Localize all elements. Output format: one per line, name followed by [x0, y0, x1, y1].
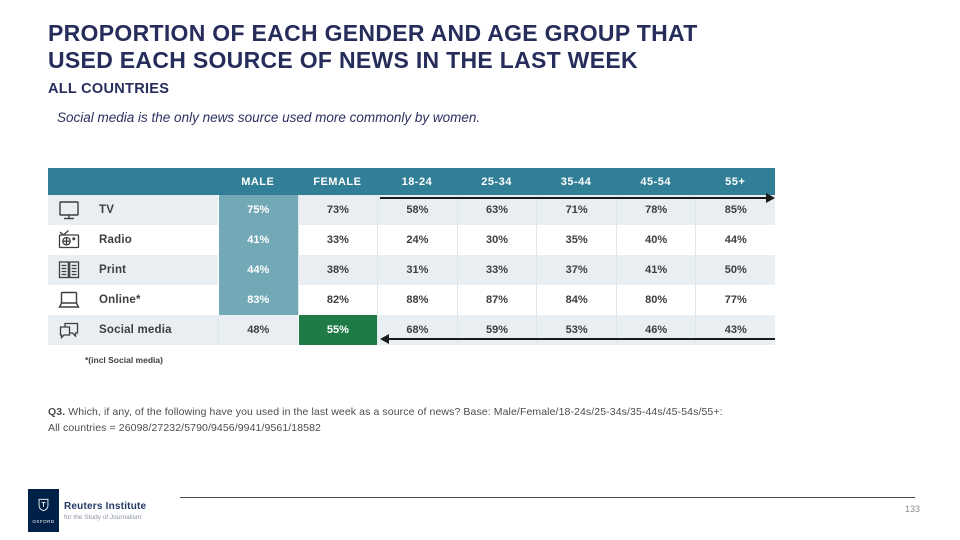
row-label-cell: Online*: [48, 288, 218, 312]
question-body: Which, if any, of the following have you…: [68, 406, 723, 418]
tv-icon: [55, 198, 83, 222]
row-label-cell: TV: [48, 198, 218, 222]
table-cell: 38%: [297, 255, 378, 285]
table-row-social-media: Social media 48% 55% 68% 59% 53% 46% 43%: [48, 315, 775, 345]
print-icon: [55, 258, 83, 282]
radio-icon: [55, 228, 83, 252]
oxford-university-logo: OXFORD: [28, 489, 59, 532]
question-number: Q3.: [48, 406, 66, 418]
social-media-icon: [55, 318, 83, 342]
oxford-logo-text: OXFORD: [32, 518, 55, 524]
survey-question-line2: All countries = 26098/27232/5790/9456/99…: [48, 422, 321, 434]
table-cell: 44%: [695, 225, 775, 255]
table-cell: 71%: [536, 195, 616, 225]
row-label-cell: Radio: [48, 228, 218, 252]
table-row-online: Online* 83% 82% 88% 87% 84% 80% 77%: [48, 285, 775, 315]
table-cell: 33%: [297, 225, 378, 255]
column-header-male: MALE: [241, 175, 275, 188]
online-icon: [55, 288, 83, 312]
table-cell: 88%: [377, 285, 457, 315]
table-cell: 75%: [218, 195, 298, 225]
table-cell: 87%: [456, 285, 537, 315]
table-cell: 55%: [297, 315, 378, 345]
page-title-line1: PROPORTION OF EACH GENDER AND AGE GROUP …: [48, 20, 698, 46]
table-cell: 77%: [695, 285, 775, 315]
column-header-18-24: 18-24: [401, 175, 433, 188]
table-cell: 68%: [377, 315, 457, 345]
page-subtitle: ALL COUNTRIES: [48, 81, 170, 97]
table-row-radio: Radio 41% 33% 24% 30% 35% 40% 44%: [48, 225, 775, 255]
table-footnote: *(incl Social media): [85, 355, 163, 365]
table-cell: 33%: [456, 255, 537, 285]
table-cell: 41%: [615, 255, 696, 285]
table-row-tv: TV 75% 73% 58% 63% 71% 78% 85%: [48, 195, 775, 225]
row-label: Social media: [99, 324, 172, 336]
table-cell: 59%: [456, 315, 537, 345]
column-header-25-34: 25-34: [481, 175, 512, 188]
table-cell: 37%: [536, 255, 616, 285]
age-trend-arrow-left-social-media: [380, 334, 775, 344]
table-cell: 78%: [615, 195, 696, 225]
reuters-institute-name: Reuters Institute: [64, 501, 147, 512]
news-sources-table: MALE FEMALE 18-24 25-34 35-44 45-54 55+ …: [48, 168, 775, 345]
column-header-35-44: 35-44: [560, 175, 592, 188]
age-trend-arrow-right-tv: [380, 193, 775, 203]
table-cell: 43%: [695, 315, 775, 345]
table-row-print: Print 44% 38% 31% 33% 37% 41% 50%: [48, 255, 775, 285]
table-header-row: MALE FEMALE 18-24 25-34 35-44 45-54 55+: [48, 168, 775, 195]
survey-question-text: Q3. Which, if any, of the following have …: [48, 404, 723, 436]
table-cell: 41%: [218, 225, 298, 255]
highlight-note: Social media is the only news source use…: [57, 110, 481, 125]
table-cell: 35%: [536, 225, 616, 255]
column-header-female: FEMALE: [313, 175, 362, 188]
oxford-crest-icon: [37, 498, 50, 517]
page-number: 133: [904, 504, 920, 514]
row-label: Print: [99, 264, 127, 276]
survey-question-line1: Q3. Which, if any, of the following have …: [48, 404, 723, 420]
table-cell: 24%: [377, 225, 457, 255]
table-cell: 53%: [536, 315, 616, 345]
table-cell: 44%: [218, 255, 298, 285]
table-cell: 46%: [615, 315, 696, 345]
table-cell: 85%: [695, 195, 775, 225]
table-cell: 73%: [297, 195, 378, 225]
table-cell: 82%: [297, 285, 378, 315]
table-cell: 83%: [218, 285, 298, 315]
table-cell: 48%: [218, 315, 298, 345]
table-cell: 31%: [377, 255, 457, 285]
page-title-line2: USED EACH SOURCE OF NEWS IN THE LAST WEE…: [48, 46, 638, 73]
row-label-cell: Print: [48, 258, 218, 282]
table-cell: 80%: [615, 285, 696, 315]
table-cell: 50%: [695, 255, 775, 285]
footer-divider: [180, 497, 915, 498]
reuters-institute-subtitle: for the Study of Journalism: [64, 514, 142, 521]
table-cell: 30%: [456, 225, 537, 255]
table-cell: 84%: [536, 285, 616, 315]
table-cell: 40%: [615, 225, 696, 255]
row-label: Radio: [99, 234, 132, 246]
table-body: TV 75% 73% 58% 63% 71% 78% 85% Radio 41% 33% 24% 30%…: [48, 195, 775, 345]
row-label: Online*: [99, 294, 141, 306]
column-header-55plus: 55+: [725, 175, 746, 188]
page-title: PROPORTION OF EACH GENDER AND AGE GROUP …: [48, 20, 698, 74]
row-label: TV: [99, 204, 115, 216]
row-label-cell: Social media: [48, 318, 218, 342]
column-header-45-54: 45-54: [640, 175, 671, 188]
table-cell: 63%: [456, 195, 537, 225]
table-cell: 58%: [377, 195, 457, 225]
